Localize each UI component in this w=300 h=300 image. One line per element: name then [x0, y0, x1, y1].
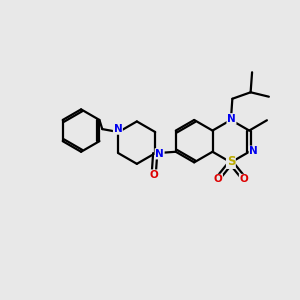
Text: N: N: [155, 149, 164, 159]
Text: N: N: [113, 124, 122, 134]
Text: S: S: [226, 155, 235, 168]
Text: O: O: [239, 174, 248, 184]
Text: N: N: [227, 114, 236, 124]
Text: O: O: [150, 170, 159, 180]
Text: O: O: [214, 174, 222, 184]
Text: N: N: [249, 146, 258, 156]
